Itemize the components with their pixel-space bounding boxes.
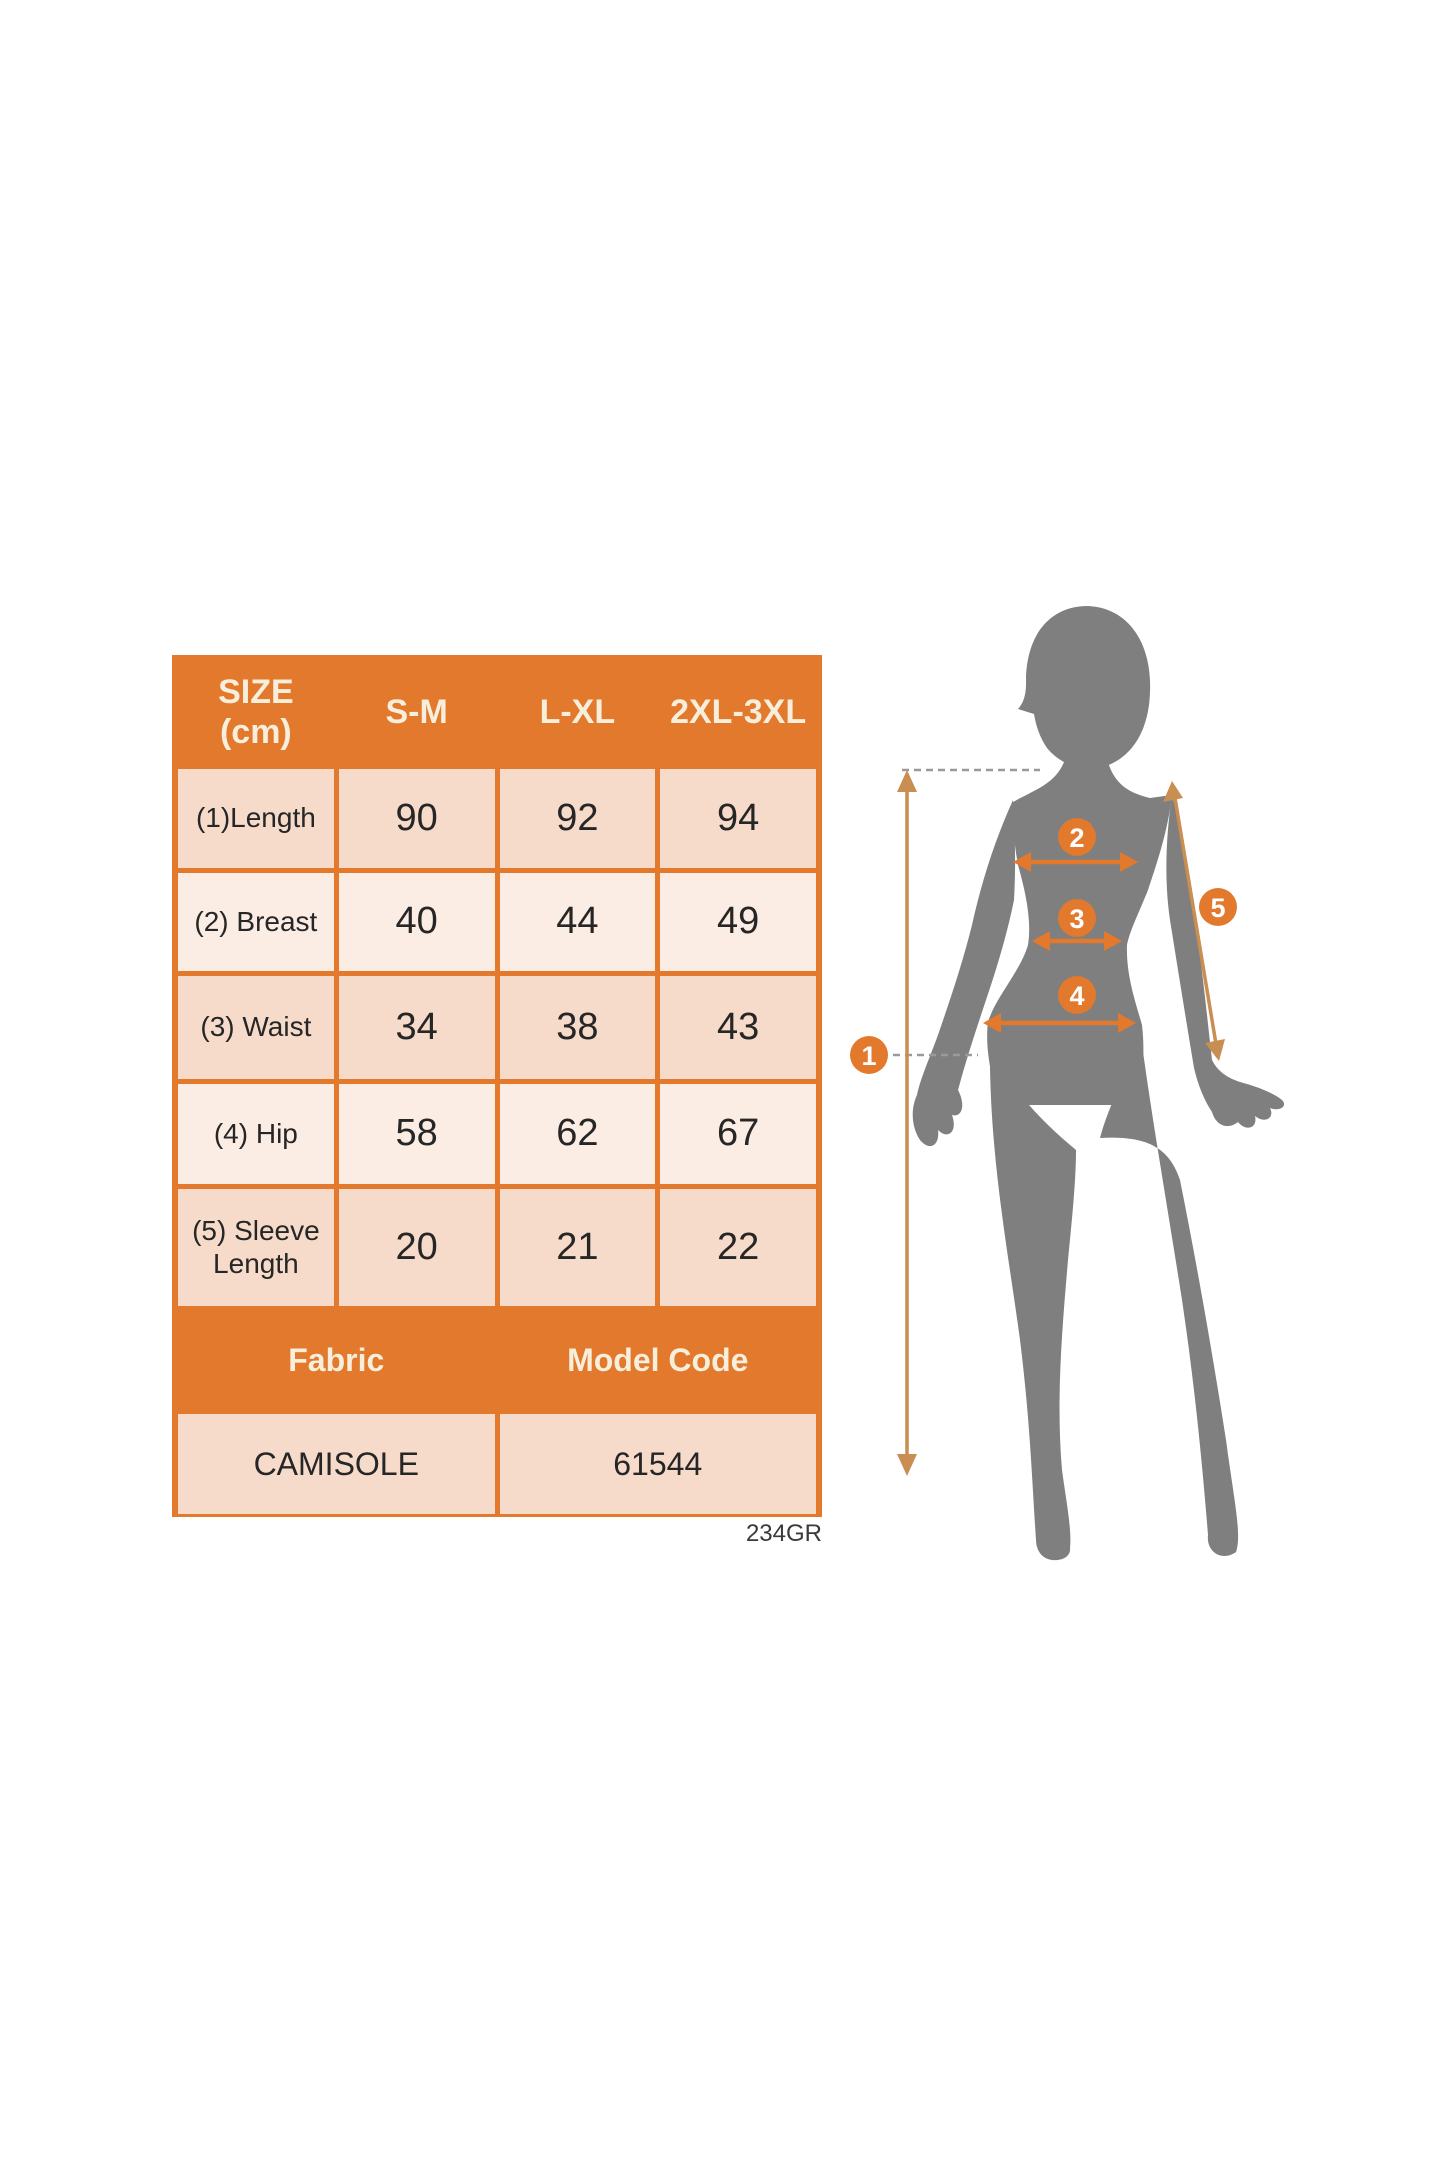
row-length-lxl: 92 [499,769,656,868]
header-col-sm: S-M [338,661,495,764]
svg-text:5: 5 [1210,893,1225,923]
breast-arrow [1013,852,1138,872]
header-col-2xl3xl: 2XL-3XL [660,661,816,764]
row-waist-2xl: 43 [660,976,816,1079]
measure-badge-2: 2 [1058,818,1096,856]
row-sleeve-2xl: 22 [660,1189,816,1306]
svg-text:2: 2 [1069,823,1084,853]
measure-badge-5: 5 [1199,888,1237,926]
measure-badge-3: 3 [1058,899,1096,937]
row-breast-sm: 40 [338,873,495,971]
row-breast-2xl: 49 [660,873,816,971]
row-sleeve-lxl: 21 [499,1189,656,1306]
svg-text:4: 4 [1069,981,1084,1011]
row-sleeve-sm: 20 [338,1189,495,1306]
row-hip-2xl: 67 [660,1084,816,1184]
header-col-lxl: L-XL [499,661,656,764]
svg-text:1: 1 [861,1041,876,1071]
row-length-label: (1)Length [178,769,334,868]
length-arrow [897,770,917,1476]
waist-arrow [1032,931,1122,951]
row-hip-label: (4) Hip [178,1084,334,1184]
measure-badge-4: 4 [1058,976,1096,1014]
footer-model-code-header: Model Code [499,1311,816,1409]
sleeve-arrow [1163,781,1225,1061]
footer-fabric-value: CAMISOLE [178,1414,495,1514]
female-silhouette [912,606,1285,1561]
row-hip-lxl: 62 [499,1084,656,1184]
row-breast-lxl: 44 [499,873,656,971]
measurement-figure: 1 2 3 4 5 [850,590,1320,1570]
row-sleeve-label: (5) Sleeve Length [178,1189,334,1306]
row-breast-label: (2) Breast [178,873,334,971]
weight-note: 234GR [745,1520,822,1547]
header-size-cm: SIZE (cm) [178,661,334,764]
body-silhouette-svg: 1 2 3 4 5 [850,606,1285,1561]
footer-fabric-header: Fabric [178,1311,495,1409]
footer-model-code-value: 61544 [499,1414,816,1514]
row-length-sm: 90 [338,769,495,868]
header-size-line1: SIZE [218,673,294,712]
row-waist-lxl: 38 [499,976,656,1079]
row-hip-sm: 58 [338,1084,495,1184]
size-table: SIZE (cm) S-M L-XL 2XL-3XL (1)Length 90 … [172,655,822,1517]
measure-badge-1: 1 [850,1036,888,1074]
row-waist-label: (3) Waist [178,976,334,1079]
row-waist-sm: 34 [338,976,495,1079]
hip-arrow [983,1013,1136,1033]
svg-text:3: 3 [1069,904,1084,934]
header-size-line2: (cm) [219,712,292,751]
row-length-2xl: 94 [660,769,816,868]
